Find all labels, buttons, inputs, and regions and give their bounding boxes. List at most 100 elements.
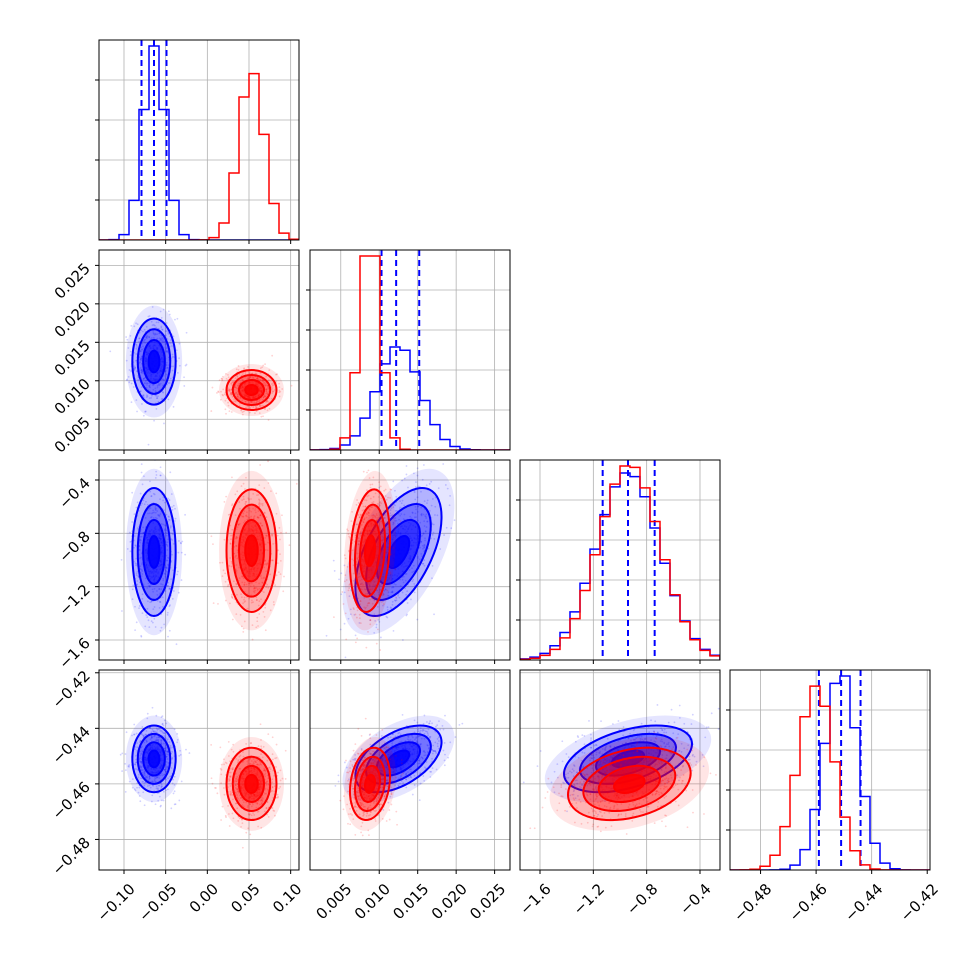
scatter-point [392,585,394,588]
scatter-point [160,523,163,525]
panel-3-0 [119,706,287,849]
scatter-point [271,559,274,562]
scatter-point [147,779,150,781]
scatter-point [391,590,394,593]
scatter-point [422,464,425,466]
scatter-point [231,395,234,398]
scatter-point [416,555,419,558]
scatter-point [144,382,146,385]
scatter-point [136,746,139,749]
scatter-point [134,562,137,565]
scatter-point [247,366,249,368]
scatter-point [265,783,268,786]
scatter-point [235,537,237,540]
scatter-point [359,603,361,606]
scatter-point [391,603,394,606]
scatter-point [239,613,242,616]
scatter-point [234,400,237,403]
scatter-point [140,348,143,351]
scatter-point [139,367,142,369]
scatter-point [356,637,359,640]
scatter-point [344,574,347,577]
scatter-point [256,810,259,813]
scatter-point [224,580,227,583]
scatter-point [430,504,433,507]
scatter-point [146,616,149,619]
scatter-point [169,532,172,534]
scatter-point [349,613,352,616]
scatter-point [248,377,251,380]
scatter-point [348,584,351,586]
density-fill-blue [148,750,160,768]
scatter-point [148,775,151,778]
scatter-point [165,347,168,350]
scatter-point [394,583,397,586]
scatter-point [260,503,262,505]
scatter-point [147,512,149,515]
scatter-point [149,490,152,493]
scatter-point [163,572,165,575]
scatter-point [415,516,418,519]
scatter-point [384,588,387,591]
scatter-point [383,566,386,569]
scatter-point [248,517,251,519]
scatter-point [354,634,357,637]
scatter-point [258,499,261,502]
scatter-point [149,786,152,789]
scatter-point [161,596,164,599]
scatter-point [136,768,139,771]
scatter-point [252,377,255,380]
scatter-point [130,370,133,373]
scatter-point [365,606,367,609]
scatter-point [136,580,139,582]
scatter-point [254,589,257,592]
scatter-point [237,523,240,526]
scatter-point [272,758,274,761]
scatter-point [145,729,148,732]
scatter-point [376,628,379,631]
scatter-point [405,473,408,476]
scatter-point [241,413,244,416]
scatter-point [426,520,429,523]
scatter-point [166,351,169,354]
scatter-point [422,547,424,550]
scatter-point [375,513,378,515]
scatter-point [264,537,267,539]
scatter-point [384,495,387,497]
scatter-point [261,379,264,381]
contour-blue [386,534,411,569]
scatter-point [267,777,270,780]
scatter-point [221,561,224,564]
scatter-point [389,512,392,515]
scatter-point [235,545,238,547]
scatter-point [267,482,270,484]
scatter-point [234,399,237,402]
scatter-point [276,373,278,376]
scatter-point [179,541,182,544]
scatter-point [159,727,161,730]
scatter-point [266,549,269,552]
scatter-point [359,532,362,535]
scatter-point [358,622,361,624]
scatter-point [241,399,244,402]
scatter-point [275,743,278,746]
scatter-point [357,537,360,540]
scatter-point [256,616,259,619]
scatter-point [240,625,243,628]
scatter-point [179,749,182,752]
scatter-point [160,588,163,590]
scatter-point [166,765,169,768]
scatter-point [423,543,426,546]
scatter-point [165,566,168,569]
scatter-point [164,330,167,333]
scatter-point [143,382,146,384]
scatter-point [135,506,138,509]
scatter-point [144,733,147,736]
scatter-point [173,803,176,806]
scatter-point [235,368,238,371]
scatter-point [164,737,167,740]
scatter-point [140,556,142,559]
scatter-point [381,539,384,541]
scatter-point [211,782,214,785]
scatter-point [248,376,250,378]
